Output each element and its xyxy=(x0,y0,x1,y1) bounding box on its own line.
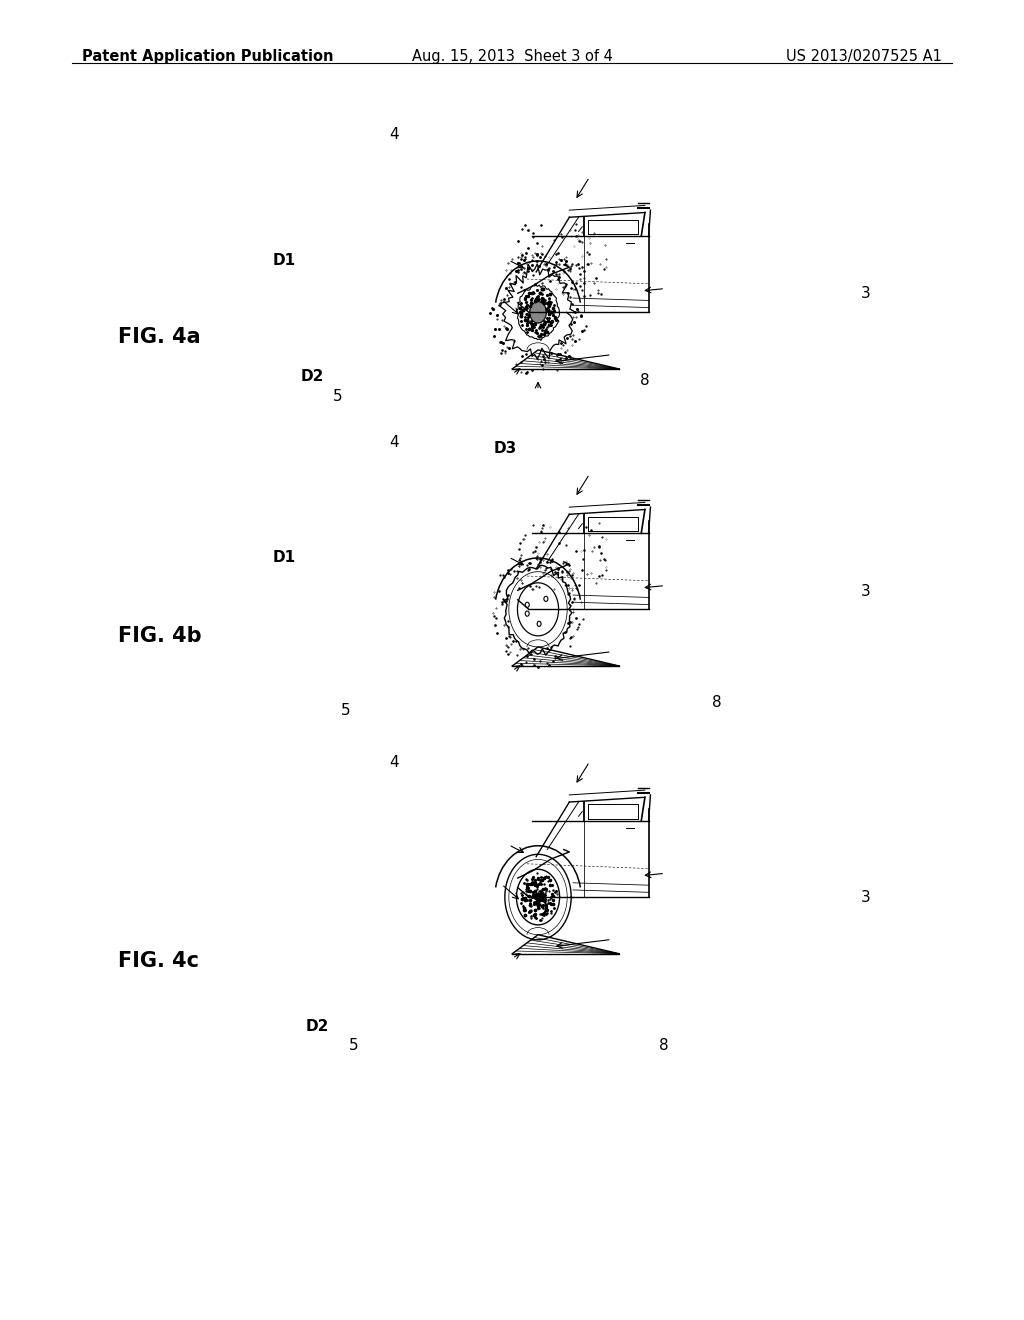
Text: 8: 8 xyxy=(712,694,722,710)
Text: US 2013/0207525 A1: US 2013/0207525 A1 xyxy=(786,49,942,63)
Text: D3: D3 xyxy=(494,441,516,457)
Text: 3: 3 xyxy=(860,890,870,906)
Text: FIG. 4a: FIG. 4a xyxy=(118,326,201,347)
Polygon shape xyxy=(529,302,547,323)
Text: FIG. 4c: FIG. 4c xyxy=(118,950,199,972)
Text: 5: 5 xyxy=(333,388,343,404)
Text: D2: D2 xyxy=(306,1019,329,1035)
Text: 4: 4 xyxy=(389,755,399,771)
Text: Patent Application Publication: Patent Application Publication xyxy=(82,49,334,63)
Text: 4: 4 xyxy=(389,127,399,143)
Text: D1: D1 xyxy=(273,252,296,268)
Text: 3: 3 xyxy=(860,285,870,301)
Text: 8: 8 xyxy=(640,372,650,388)
Text: FIG. 4b: FIG. 4b xyxy=(118,626,202,647)
Text: Aug. 15, 2013  Sheet 3 of 4: Aug. 15, 2013 Sheet 3 of 4 xyxy=(412,49,612,63)
Text: 3: 3 xyxy=(860,583,870,599)
Text: 8: 8 xyxy=(658,1038,669,1053)
Text: 4: 4 xyxy=(389,434,399,450)
Text: 5: 5 xyxy=(341,702,351,718)
Text: D2: D2 xyxy=(301,368,324,384)
Text: 5: 5 xyxy=(348,1038,358,1053)
Text: D1: D1 xyxy=(273,549,296,565)
